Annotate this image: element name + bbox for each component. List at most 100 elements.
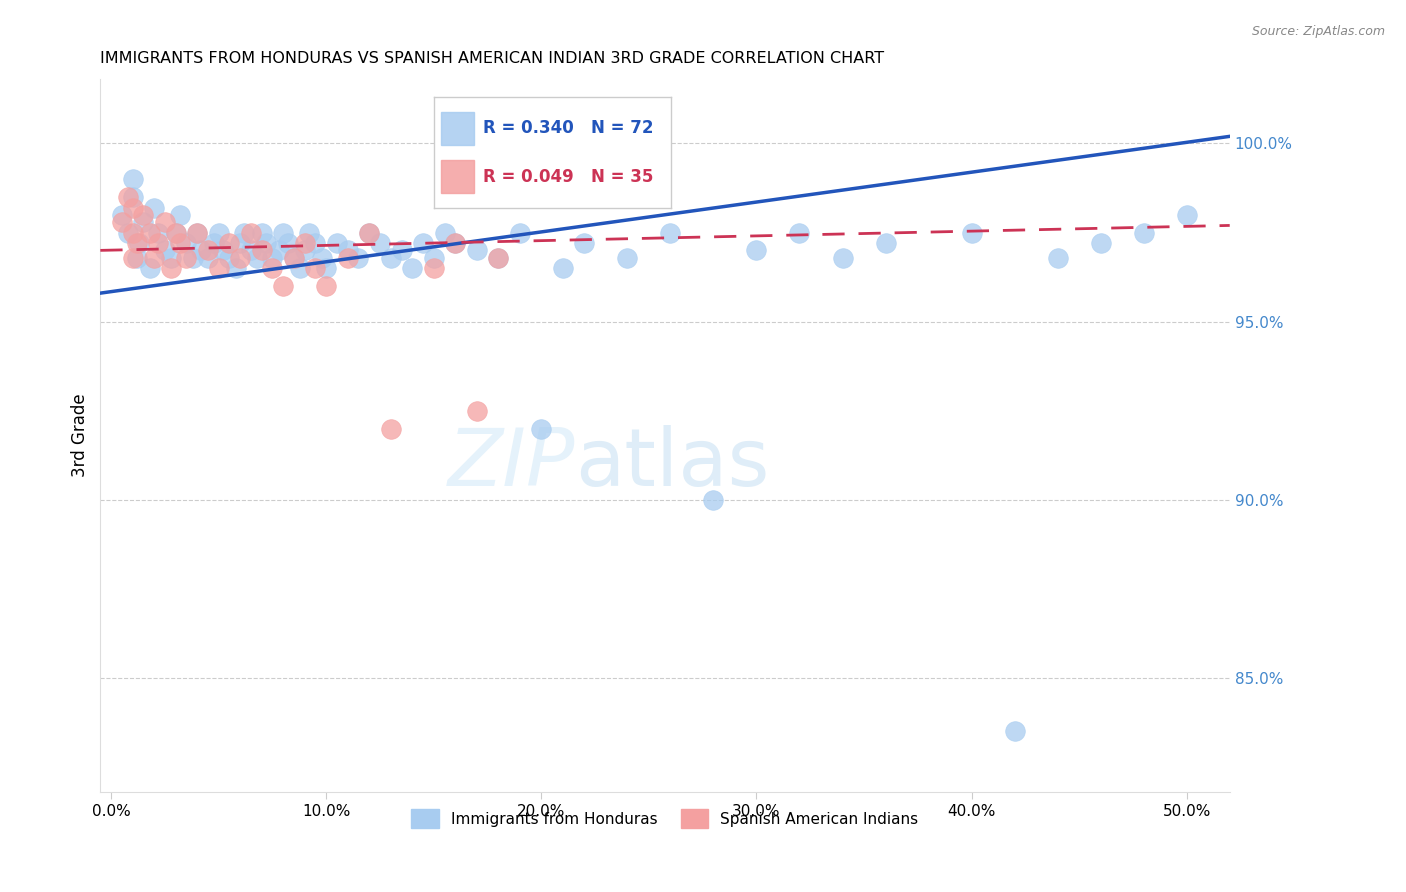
- Point: [444, 236, 467, 251]
- Point: [128, 236, 150, 251]
- Point: [143, 251, 166, 265]
- Point: [176, 236, 198, 251]
- Point: [1175, 208, 1198, 222]
- Point: [262, 251, 284, 265]
- Point: [423, 261, 446, 276]
- Point: [132, 208, 155, 222]
- Point: [125, 236, 148, 251]
- Point: [391, 244, 413, 258]
- Text: atlas: atlas: [575, 425, 769, 503]
- Point: [1090, 236, 1112, 251]
- Point: [271, 226, 294, 240]
- Point: [1046, 251, 1069, 265]
- Point: [283, 251, 305, 265]
- Point: [465, 403, 488, 417]
- Point: [121, 190, 143, 204]
- Point: [271, 279, 294, 293]
- Point: [290, 261, 312, 276]
- Point: [153, 244, 176, 258]
- Point: [294, 244, 316, 258]
- Point: [139, 226, 162, 240]
- Point: [153, 215, 176, 229]
- Point: [304, 261, 326, 276]
- Point: [401, 261, 423, 276]
- Point: [197, 251, 219, 265]
- Point: [423, 251, 446, 265]
- Point: [659, 226, 682, 240]
- Point: [380, 251, 402, 265]
- Point: [111, 215, 134, 229]
- Point: [160, 251, 183, 265]
- Point: [616, 251, 638, 265]
- Point: [294, 236, 316, 251]
- Point: [233, 226, 256, 240]
- Point: [1132, 226, 1154, 240]
- Point: [160, 261, 183, 276]
- Point: [347, 251, 370, 265]
- Point: [1004, 724, 1026, 739]
- Point: [218, 236, 240, 251]
- Point: [574, 236, 596, 251]
- Point: [202, 236, 225, 251]
- Point: [315, 279, 337, 293]
- Point: [143, 201, 166, 215]
- Point: [311, 251, 333, 265]
- Legend: Immigrants from Honduras, Spanish American Indians: Immigrants from Honduras, Spanish Americ…: [405, 804, 925, 834]
- Point: [960, 226, 983, 240]
- Point: [875, 236, 897, 251]
- Point: [239, 226, 262, 240]
- Point: [218, 251, 240, 265]
- Point: [190, 244, 212, 258]
- Point: [298, 226, 321, 240]
- Point: [359, 226, 381, 240]
- Point: [169, 236, 191, 251]
- Point: [117, 226, 139, 240]
- Point: [433, 226, 456, 240]
- Point: [186, 226, 208, 240]
- Point: [315, 261, 337, 276]
- Point: [239, 244, 262, 258]
- Text: ZIP: ZIP: [447, 425, 575, 503]
- Point: [148, 226, 170, 240]
- Point: [225, 261, 247, 276]
- Point: [125, 251, 148, 265]
- Point: [702, 492, 724, 507]
- Point: [267, 244, 290, 258]
- Point: [444, 236, 467, 251]
- Point: [121, 201, 143, 215]
- Point: [165, 226, 187, 240]
- Point: [208, 261, 231, 276]
- Point: [181, 251, 204, 265]
- Point: [336, 244, 359, 258]
- Point: [132, 215, 155, 229]
- Point: [229, 236, 252, 251]
- Point: [304, 236, 326, 251]
- Point: [745, 244, 768, 258]
- Text: Source: ZipAtlas.com: Source: ZipAtlas.com: [1251, 25, 1385, 38]
- Point: [486, 251, 509, 265]
- Point: [412, 236, 434, 251]
- Point: [254, 236, 277, 251]
- Text: IMMIGRANTS FROM HONDURAS VS SPANISH AMERICAN INDIAN 3RD GRADE CORRELATION CHART: IMMIGRANTS FROM HONDURAS VS SPANISH AMER…: [100, 51, 884, 66]
- Point: [509, 226, 531, 240]
- Point: [789, 226, 811, 240]
- Point: [229, 251, 252, 265]
- Point: [283, 251, 305, 265]
- Point: [186, 226, 208, 240]
- Point: [111, 208, 134, 222]
- Point: [208, 226, 231, 240]
- Point: [250, 244, 273, 258]
- Point: [326, 236, 349, 251]
- Point: [530, 421, 553, 435]
- Point: [148, 236, 170, 251]
- Point: [276, 236, 298, 251]
- Point: [121, 226, 143, 240]
- Point: [212, 244, 235, 258]
- Point: [486, 251, 509, 265]
- Point: [262, 261, 284, 276]
- Point: [197, 244, 219, 258]
- Point: [121, 172, 143, 186]
- Y-axis label: 3rd Grade: 3rd Grade: [72, 394, 89, 477]
- Point: [380, 421, 402, 435]
- Point: [121, 251, 143, 265]
